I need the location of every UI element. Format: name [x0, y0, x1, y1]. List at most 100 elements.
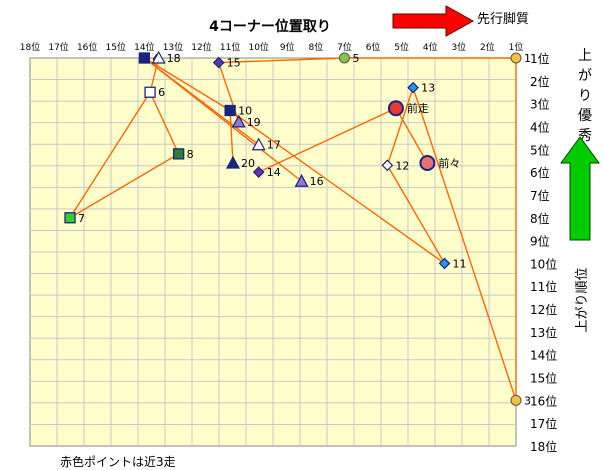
connector-line: [229, 110, 234, 164]
point-3: [510, 394, 522, 406]
connector-line: [386, 164, 446, 264]
x-tick-label: 15位: [106, 41, 126, 53]
x-tick-label: 2位: [480, 41, 495, 53]
x-tick-label: 7位: [337, 41, 352, 53]
connector-line: [149, 57, 160, 93]
svg-text:上がり優秀: 上がり優秀: [578, 48, 592, 144]
y-tick-label: 3位: [530, 97, 550, 112]
point-18-label: 18: [167, 52, 181, 65]
point-11-label: 11: [453, 257, 467, 270]
x-tick-label: 12位: [191, 41, 211, 53]
connector-line: [395, 107, 428, 164]
x-tick-label: 11位: [220, 41, 240, 53]
point-prev2-label: 前々: [438, 156, 460, 170]
point-4: [138, 52, 151, 64]
x-tick-label: 6位: [366, 41, 381, 53]
connector-line: [143, 57, 231, 112]
y-tick-label: 18位: [530, 439, 557, 454]
data-points: 13456781011121314151617181920前走前々: [64, 50, 531, 407]
point-8-label: 8: [187, 148, 194, 161]
point-7-label: 7: [78, 212, 85, 225]
y-tick-label: 14位: [530, 348, 557, 363]
point-prev2: [419, 154, 436, 171]
connector-lines: [69, 57, 517, 401]
point-16: [294, 173, 309, 187]
y-tick-label: 15位: [530, 371, 557, 386]
point-15-label: 15: [227, 57, 241, 70]
y-axis-label: 上がり順位: [575, 267, 590, 332]
x-tick-label: 13位: [163, 41, 183, 53]
x-tick-label: 10位: [248, 41, 268, 53]
point-10-label: 10: [238, 104, 252, 117]
grid: [30, 58, 516, 446]
x-tick-label: 16位: [77, 41, 97, 53]
x-tick-label: 17位: [48, 41, 68, 53]
point-1-label: 1: [524, 52, 531, 65]
connector-line: [149, 91, 180, 155]
y-tick-label: 12位: [530, 302, 557, 317]
y-tick-label: 6位: [530, 165, 550, 180]
connector-line: [143, 57, 303, 182]
chart-title: 4コーナー位置取り: [209, 18, 331, 35]
y-tick-label: 8位: [530, 211, 550, 226]
point-17-label: 17: [267, 139, 281, 152]
point-8: [173, 148, 185, 160]
y-tick-label: 16位: [530, 393, 557, 408]
y-tick-label: 4位: [530, 119, 550, 134]
point-prev1: [387, 100, 404, 117]
x-tick-label: 4位: [423, 41, 438, 53]
point-17: [251, 137, 266, 151]
y-tick-label: 1位: [530, 51, 550, 66]
point-10: [224, 104, 236, 117]
connector-line: [69, 153, 180, 219]
connector-line: [69, 91, 151, 219]
y-tick-labels: 1位 2位 3位 4位 5位 6位 7位 8位 9位 10位 11位 12位 13位 14位 15位 16位 1…: [530, 51, 557, 454]
x-tick-label: 9位: [280, 41, 295, 53]
point-15: [212, 56, 225, 69]
footnote: 赤色ポイントは近3走: [60, 455, 176, 469]
point-1: [510, 52, 522, 64]
point-18: [151, 50, 166, 64]
point-19: [231, 114, 246, 128]
x-tick-label: 8位: [309, 41, 324, 53]
point-14-label: 14: [267, 166, 281, 179]
connector-line: [258, 107, 397, 173]
point-13: [407, 81, 419, 94]
point-5: [338, 52, 350, 64]
y-tick-label: 2位: [530, 74, 550, 89]
y-tick-label: 11位: [530, 279, 557, 294]
leading-arrow-icon: [392, 5, 475, 37]
x-tick-label: 1位: [509, 41, 524, 53]
y-tick-label: 5位: [530, 142, 550, 157]
connector-line: [218, 57, 345, 64]
point-14: [252, 166, 265, 178]
point-6-label: 6: [158, 86, 165, 99]
point-prev1-label: 前走: [407, 101, 429, 115]
y-tick-label: 7位: [530, 188, 550, 203]
point-3-label: 3: [524, 394, 531, 407]
x-tick-label: 3位: [451, 41, 466, 53]
y-tick-label: 17位: [530, 416, 557, 431]
point-19-label: 19: [247, 116, 261, 129]
point-16-label: 16: [310, 175, 324, 188]
fast-finish-arrow-icon: [560, 136, 600, 241]
point-20-label: 20: [241, 157, 255, 170]
point-6: [144, 86, 156, 98]
fast-finish-label: 上がり優秀: [578, 48, 592, 144]
leading-style-label: 先行脚質: [477, 11, 529, 27]
point-13-label: 13: [421, 82, 435, 95]
y-tick-label: 10位: [530, 256, 557, 271]
point-11: [438, 257, 451, 270]
x-tick-label: 18位: [20, 41, 40, 53]
connector-line: [412, 87, 517, 401]
point-5-label: 5: [352, 52, 359, 65]
x-tick-labels: 18位 17位 16位 15位 14位 13位 12位 11位 10位 9位 8位 7位 6位 5位 4位 3…: [20, 41, 524, 53]
y-tick-label: 13位: [530, 325, 557, 340]
x-tick-label: 5位: [394, 41, 409, 53]
x-tick-label: 14位: [134, 41, 154, 53]
connector-line: [386, 87, 414, 166]
y-tick-label: 9位: [530, 234, 550, 249]
point-20: [225, 155, 240, 169]
point-12-label: 12: [395, 159, 409, 172]
